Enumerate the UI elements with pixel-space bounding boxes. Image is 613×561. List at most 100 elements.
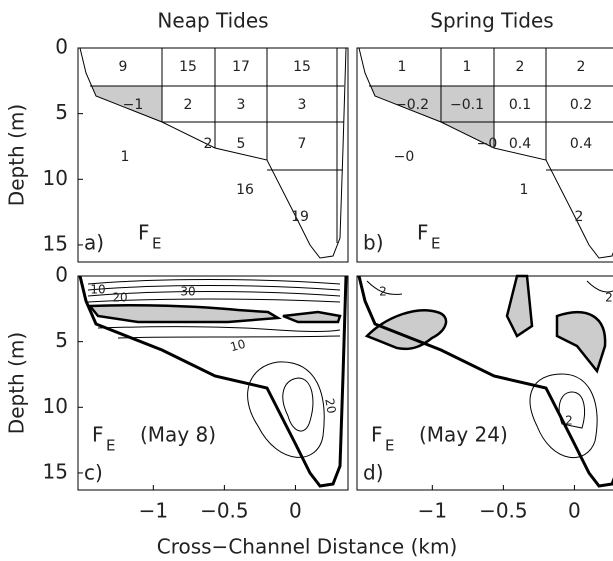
cell-value: 0.4	[509, 136, 531, 152]
contour-line	[366, 280, 403, 295]
x-tick-label: 0	[289, 499, 302, 523]
shaded-region	[92, 86, 162, 122]
contour-line	[87, 291, 341, 297]
y-axis-label: Depth (m)	[5, 104, 29, 206]
frame	[356, 47, 613, 263]
panel-title: Neap Tides	[157, 9, 268, 33]
symbol-subscript: E	[106, 437, 115, 455]
cell-value: 1	[463, 59, 472, 75]
contour-line	[117, 335, 341, 339]
y-tick-label: 15	[43, 459, 68, 483]
y-tick-label: 0	[55, 35, 68, 59]
symbol: F	[92, 423, 104, 447]
contour-line	[529, 373, 598, 459]
bathymetry	[357, 275, 613, 488]
x-tick-label: 0	[568, 499, 581, 523]
cell-value: −1	[123, 97, 144, 113]
cell-value: 3	[298, 97, 307, 113]
panel-label: a)	[84, 231, 104, 255]
y-tick-label: 10	[43, 394, 68, 418]
contour-region	[87, 303, 282, 324]
bathymetry	[358, 47, 613, 259]
symbol: F	[138, 221, 150, 245]
cell-value: −0	[477, 136, 498, 152]
contour-region	[505, 274, 534, 338]
contour-label: 2	[605, 291, 613, 305]
contour-line	[87, 279, 341, 285]
cell-value: 2	[575, 209, 584, 225]
y-axis-label: Depth (m)	[5, 332, 29, 434]
cell-value: 1	[398, 59, 407, 75]
contour-region	[364, 309, 448, 351]
contour-line	[87, 298, 341, 303]
cell-value: 1	[520, 182, 529, 198]
contour-region	[282, 310, 342, 324]
contour-label: 10	[229, 337, 247, 354]
cell-value: 1	[121, 149, 130, 165]
panel-date: (May 24)	[419, 423, 508, 447]
bathymetry	[79, 47, 347, 259]
symbol-subscript: E	[152, 235, 161, 253]
y-tick-label: 10	[43, 166, 68, 190]
contour-label: 2	[379, 285, 387, 299]
panel: 10 20 30 10 20 −1 −0.5 0 (May 8) F Ec) 0 5 10 15 Depth …	[5, 263, 349, 523]
panel-date: (May 8)	[140, 423, 216, 447]
contour-line	[586, 280, 613, 293]
panel: 9 15 17 15 −1 2 3 3 1 2 5 7 16 19 Neap Tides F Ea) 0 5 10 15…	[5, 9, 349, 263]
cell-value: 0.1	[509, 97, 531, 113]
cell-value: −0.1	[450, 97, 484, 113]
cell-value: 15	[293, 59, 311, 75]
cell-value: 9	[119, 59, 128, 75]
contour-line	[247, 361, 325, 458]
cell-value: 17	[232, 59, 250, 75]
contour-label: 10	[90, 283, 105, 297]
symbol-subscript: E	[385, 437, 394, 455]
symbol-subscript: E	[431, 235, 440, 253]
y-tick-label: 15	[43, 231, 68, 255]
frame	[356, 275, 613, 491]
frame	[77, 47, 349, 263]
panel-title: Spring Tides	[430, 9, 553, 33]
cell-value: 16	[236, 182, 254, 198]
contour-label: 2	[565, 414, 573, 428]
y-tick-label: 0	[55, 263, 68, 287]
contour-label: 30	[180, 285, 195, 299]
panel-label: b)	[363, 231, 384, 255]
cell-value: 2	[577, 59, 586, 75]
x-tick-label: −0.5	[479, 499, 528, 523]
symbol: F	[417, 221, 429, 245]
panel: 1 1 2 2 −0.2 −0.1 0.1 0.2 −0 −0 0.4 0.4 1 2 Spring Tid…	[356, 9, 613, 263]
symbol: F	[371, 423, 383, 447]
cell-value: 2	[184, 97, 193, 113]
x-axis-label: Cross−Channel Distance (km)	[157, 535, 458, 559]
cell-value: 0.4	[570, 136, 592, 152]
frame	[77, 275, 349, 491]
cell-value: 0.2	[570, 97, 592, 113]
cell-value: 19	[291, 209, 309, 225]
cell-value: 3	[237, 97, 246, 113]
cell-value: −0	[394, 149, 415, 165]
x-tick-label: −0.5	[200, 499, 249, 523]
contour-line	[97, 326, 341, 332]
contour-line	[282, 377, 314, 432]
panel: 2 2 2 −1 −0.5 0 (May 24) F Ed)	[356, 274, 613, 523]
contour-label: 20	[112, 291, 127, 305]
contour-line	[87, 285, 341, 291]
y-tick-label: 5	[55, 100, 68, 124]
cell-value: −0.2	[395, 97, 429, 113]
x-tick-label: −1	[139, 499, 168, 523]
cell-value: 7	[298, 136, 307, 152]
cell-value: 2	[204, 136, 213, 152]
contour-label: 20	[322, 397, 338, 414]
cell-value: 2	[516, 59, 525, 75]
cell-value: 15	[179, 59, 197, 75]
panel-label: c)	[84, 461, 103, 485]
y-tick-label: 5	[55, 328, 68, 352]
contour-region	[555, 311, 607, 374]
x-tick-label: −1	[418, 499, 447, 523]
cell-value: 5	[237, 136, 246, 152]
contour-line	[558, 391, 585, 429]
panel-label: d)	[363, 461, 384, 485]
bathymetry	[78, 275, 348, 488]
